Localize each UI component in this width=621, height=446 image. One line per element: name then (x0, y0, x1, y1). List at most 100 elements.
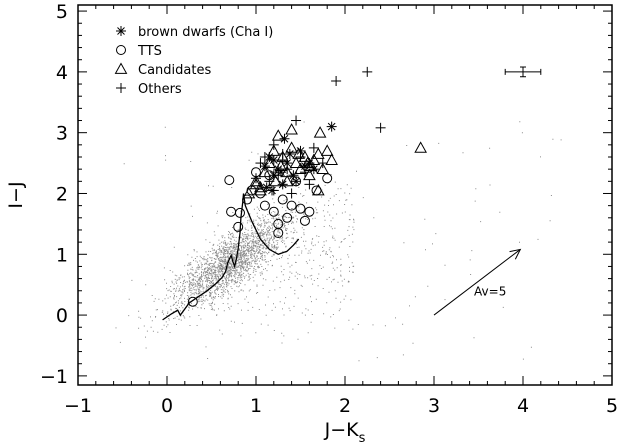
circle-point (273, 228, 284, 238)
triangle-point (325, 153, 338, 165)
plus-point (286, 188, 297, 199)
triangle-point (285, 123, 298, 135)
reddening-vector-label: Av=5 (474, 285, 506, 299)
plus-point (264, 176, 275, 187)
background-cloud (115, 121, 562, 362)
triangle-point (414, 141, 427, 153)
circle-point (233, 221, 244, 232)
triangle-point (267, 144, 281, 156)
plus-point (291, 115, 302, 126)
plus-point (375, 122, 386, 133)
x-tick-label: 3 (428, 395, 440, 417)
plus-point (295, 152, 306, 162)
y-tick-label: 0 (56, 305, 68, 327)
triangle-point (320, 144, 334, 156)
triangle-point (285, 141, 298, 153)
legend-label: brown dwarfs (Cha I) (138, 25, 273, 40)
y-tick-label: 2 (56, 183, 68, 205)
circle-icon (116, 45, 126, 55)
triangle-point (294, 162, 307, 175)
plot-frame (77, 4, 613, 386)
legend-label: TTS (137, 44, 162, 59)
x-axis-label: J−Ks (324, 419, 366, 446)
triangle-point (303, 168, 316, 181)
triangle-icon (114, 62, 128, 74)
plus-point (282, 164, 293, 175)
circle-point (259, 200, 270, 211)
triangle-point (274, 159, 288, 172)
legend: brown dwarfs (Cha I) TTS Candidates Others (114, 25, 273, 97)
triangle-point (292, 147, 306, 159)
y-tick-label: 3 (56, 123, 68, 145)
reddening-arrow-shaft (433, 249, 521, 316)
error-bar (504, 66, 542, 78)
circle-point (234, 207, 245, 218)
legend-label: Candidates (138, 63, 211, 78)
triangle-point (258, 165, 272, 178)
circle-point (242, 194, 253, 205)
y-axis-label: I−J (5, 181, 27, 208)
circle-point (187, 296, 198, 307)
plus-point (259, 152, 270, 162)
x-tick-label: 2 (339, 395, 351, 417)
reddening-arrow-head (509, 248, 522, 260)
plus-point (304, 179, 315, 190)
background-cloud-dots (115, 121, 562, 362)
x-tick-label: −1 (64, 395, 92, 417)
triangle-point (280, 174, 294, 187)
triangle-point (254, 180, 267, 193)
plus-point (273, 170, 284, 181)
triangle-point (254, 183, 267, 196)
triangle-point (304, 159, 318, 172)
circle-point (304, 206, 315, 217)
y-tick-label: 4 (56, 62, 68, 84)
plus-point (331, 76, 342, 86)
circle-point (282, 212, 293, 223)
y-tick-label: −1 (40, 366, 68, 388)
model-track-line (162, 193, 300, 321)
legend-label: Others (138, 82, 182, 97)
circle-point (299, 215, 310, 226)
plus-point (277, 148, 288, 159)
circle-point (295, 203, 306, 214)
series-plus (251, 66, 386, 199)
plus-icon (116, 83, 126, 93)
y-tick-label: 1 (56, 244, 68, 266)
x-tick-label: 5 (606, 395, 618, 417)
circle-point (226, 206, 237, 217)
triangle-point (249, 177, 263, 190)
triangle-point (311, 183, 325, 196)
circle-point (277, 194, 288, 205)
circle-point (286, 200, 297, 211)
asterisk-point (284, 148, 295, 159)
triangle-point (271, 129, 285, 141)
plus-point (268, 185, 279, 196)
asterisk-point (326, 121, 337, 132)
triangle-point (313, 126, 327, 138)
plus-point (317, 158, 328, 169)
asterisk-point (291, 176, 302, 187)
reddening-vector: Av=5 (433, 248, 522, 316)
triangle-point (263, 156, 276, 168)
triangle-point (289, 156, 303, 168)
triangle-point (311, 147, 325, 159)
data-points (187, 66, 427, 307)
plus-point (299, 167, 310, 178)
x-axis: −1 0 1 2 3 4 5 (64, 5, 618, 417)
model-track (162, 193, 300, 321)
triangle-point (269, 174, 282, 187)
y-axis: −1 0 1 2 3 4 5 (40, 1, 612, 388)
plus-point (268, 139, 279, 150)
x-tick-label: 4 (517, 395, 529, 417)
circle-point (291, 176, 302, 187)
circle-point (322, 173, 333, 184)
plus-point (255, 158, 266, 169)
plus-point (251, 173, 261, 184)
x-tick-label: 0 (161, 395, 173, 417)
plus-point (362, 66, 373, 77)
circle-point (224, 175, 235, 186)
triangle-point (249, 174, 263, 187)
x-tick-label: 1 (250, 395, 262, 417)
triangle-point (242, 186, 256, 199)
